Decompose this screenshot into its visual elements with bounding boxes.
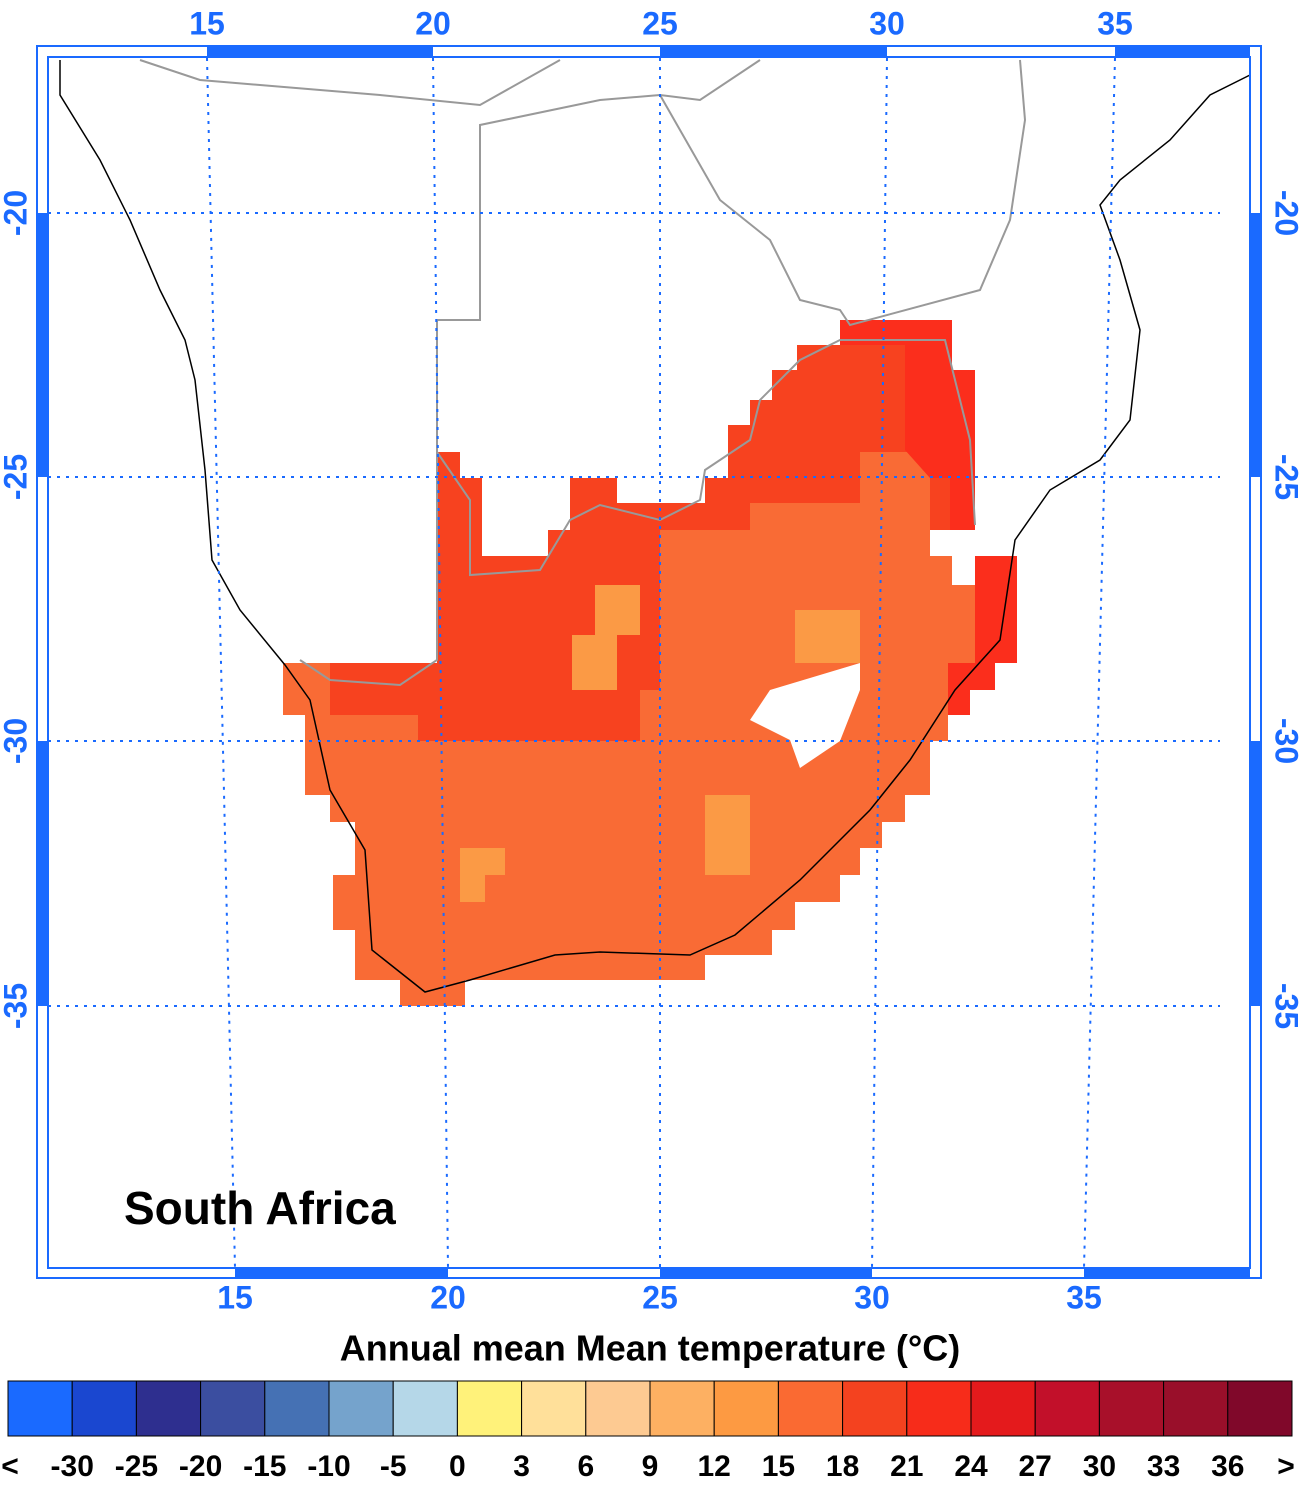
colorbar-label: 6	[577, 1450, 594, 1483]
colorbar-label: -10	[307, 1450, 350, 1483]
borders	[139, 59, 561, 107]
frame	[36, 45, 1262, 1279]
top-tick-label: 15	[189, 5, 225, 41]
colorbar-bin	[328, 1380, 394, 1437]
top-tick-label: 20	[415, 5, 451, 41]
colorbar-bin	[842, 1380, 908, 1437]
colorbar-bin	[585, 1380, 651, 1437]
colorbar-bin	[1034, 1380, 1100, 1437]
colorbar-title: Annual mean Mean temperature (°C)	[340, 1328, 961, 1369]
colorbar-label: 30	[1083, 1450, 1116, 1483]
bottom-tick-label: 15	[217, 1279, 253, 1315]
mild-region	[460, 848, 505, 902]
left-tick-label: -25	[0, 454, 33, 500]
colorbar-label: -30	[51, 1450, 94, 1483]
colorbar-bin	[906, 1380, 972, 1437]
colorbar-bin	[649, 1380, 715, 1437]
warm-region	[330, 320, 975, 741]
colorbar-label: 18	[826, 1450, 859, 1483]
grid-line	[432, 57, 449, 1269]
bottom-tick-label: 20	[430, 1279, 466, 1315]
top-tick-label: 35	[1097, 5, 1133, 41]
bottom-tick-label: 25	[642, 1279, 678, 1315]
left-tick-label: -30	[0, 718, 33, 764]
colorbar-label: -25	[115, 1450, 158, 1483]
grid-line	[871, 57, 888, 1269]
colorbar-label: 27	[1019, 1450, 1052, 1483]
colorbar-bin	[970, 1380, 1036, 1437]
inner-frame	[47, 56, 1251, 1269]
left-tick-label: -20	[0, 190, 33, 236]
colorbar-label: 15	[762, 1450, 795, 1483]
colorbar-bin	[1227, 1380, 1293, 1437]
mild-region	[572, 585, 640, 690]
borders	[436, 339, 976, 577]
colorbar-label: 24	[954, 1450, 988, 1483]
coastline	[59, 60, 1251, 993]
region-label: South Africa	[124, 1182, 396, 1234]
colorbar-bin	[1098, 1380, 1165, 1437]
colorbar-label: 3	[513, 1450, 530, 1483]
colorbar-bin	[135, 1380, 202, 1437]
top-tick-label: 30	[869, 5, 905, 41]
right-tick-label: -30	[1269, 718, 1300, 764]
graticule	[48, 57, 1220, 1269]
borders	[299, 59, 761, 687]
frame-bars	[37, 46, 1261, 1278]
colorbar-label: <	[1, 1450, 19, 1483]
colorbar-bin	[7, 1380, 73, 1437]
colorbar-label: 9	[642, 1450, 659, 1483]
colorbar-label: -20	[179, 1450, 222, 1483]
colorbar-bin	[71, 1380, 137, 1437]
right-tick-label: -20	[1269, 190, 1300, 236]
grid-line	[1083, 57, 1116, 1269]
colorbar-label: 21	[890, 1450, 923, 1483]
colorbar-bin	[264, 1380, 330, 1437]
right-tick-label: -35	[1269, 983, 1300, 1029]
mild-region	[795, 610, 860, 663]
outer-frame	[36, 45, 1262, 1279]
colorbar-bin	[777, 1380, 844, 1437]
grid-line	[206, 57, 236, 1269]
colorbar-bin	[521, 1380, 587, 1437]
mild-region	[705, 795, 750, 875]
bottom-tick-label: 35	[1066, 1279, 1102, 1315]
left-tick-label: -35	[0, 983, 33, 1029]
colorbar-label: >	[1277, 1450, 1295, 1483]
eswatini	[930, 530, 975, 585]
map-area	[59, 59, 1251, 1006]
colorbar-label: 12	[698, 1450, 731, 1483]
right-tick-label: -25	[1269, 454, 1300, 500]
colorbar-label: -5	[380, 1450, 407, 1483]
colorbar-bin	[456, 1380, 523, 1437]
colorbar-label: 36	[1211, 1450, 1244, 1483]
colorbar-bin	[392, 1380, 458, 1437]
colorbar-label: 33	[1147, 1450, 1180, 1483]
bottom-tick-label: 30	[854, 1279, 890, 1315]
borders	[659, 59, 1027, 327]
top-tick-label: 25	[642, 5, 678, 41]
colorbar-bin	[713, 1380, 779, 1437]
colorbar-label: -15	[243, 1450, 286, 1483]
colorbar-bin	[1163, 1380, 1229, 1437]
colorbar-label: 0	[449, 1450, 466, 1483]
colorbar-bin	[200, 1380, 266, 1437]
hot-region	[948, 556, 1017, 715]
